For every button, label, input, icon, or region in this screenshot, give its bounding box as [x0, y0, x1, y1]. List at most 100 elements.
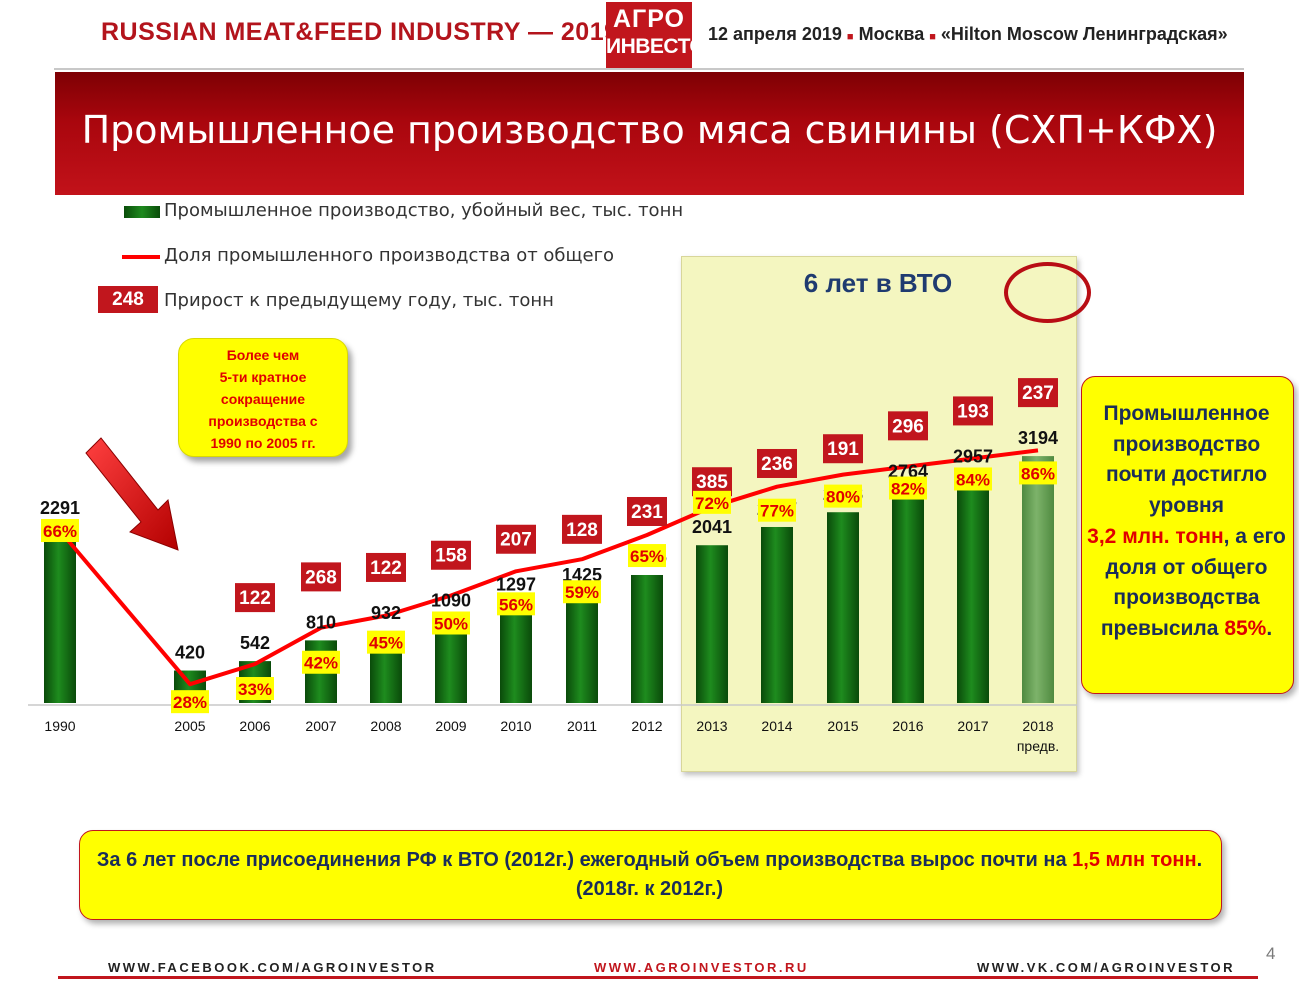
bar-2014 — [761, 526, 793, 703]
bars-group — [44, 456, 1054, 703]
increment-badge-label: 237 — [1022, 383, 1054, 404]
x-tick-label: 2018 — [1022, 718, 1053, 734]
share-label: 80% — [826, 488, 860, 507]
legend-bars-label: Промышленное производство, убойный вес, … — [164, 200, 684, 221]
legend-bar-swatch — [124, 206, 160, 218]
callout-summary-highlight1: 3,2 млн. тонн — [1087, 524, 1224, 548]
bar-value-label: 420 — [175, 643, 205, 663]
increment-badge-label: 122 — [370, 558, 402, 579]
share-label-bg — [824, 484, 862, 508]
legend-line-swatch — [122, 255, 160, 259]
share-label-bg — [563, 580, 601, 604]
wto-period-highlight — [681, 256, 1077, 772]
x-tick-label: 1990 — [44, 718, 75, 734]
share-label: 33% — [238, 680, 272, 699]
callout-summary-line2: , а его доля от общего производства прев… — [1100, 524, 1286, 640]
footer-site-link[interactable]: WWW.AGROINVESTOR.RU — [594, 960, 809, 975]
footer-facebook-link[interactable]: WWW.FACEBOOK.COM/AGROINVESTOR — [108, 960, 437, 975]
highlight-ellipse — [1004, 262, 1091, 323]
share-label-bg — [889, 476, 927, 500]
increment-badge — [431, 540, 471, 570]
increment-badge — [366, 552, 406, 582]
event-city: Москва — [858, 24, 925, 44]
increment-badge-label: 231 — [631, 502, 663, 523]
x-tick-label: 2015 — [827, 718, 858, 734]
bottom-summary-part2: . (2018г. к 2012г.) — [575, 849, 1203, 900]
share-label: 50% — [434, 615, 468, 634]
x-tick-label: 2009 — [435, 718, 466, 734]
logo-line2: ИНВЕСТОР — [606, 35, 719, 58]
increment-badge — [627, 496, 667, 526]
callout-decline-box — [178, 338, 348, 457]
bar-value-label: 2041 — [692, 517, 732, 537]
bar-value-label: 2957 — [953, 446, 993, 466]
legend-badge-swatch: 248 — [98, 286, 158, 313]
share-label: 72% — [695, 494, 729, 513]
bar-value-label: 932 — [371, 603, 401, 623]
share-label: 65% — [630, 547, 664, 566]
share-label: 28% — [173, 693, 207, 712]
bar-2018 — [1022, 456, 1054, 703]
share-label: 77% — [760, 502, 794, 521]
bar-value-label: 1090 — [431, 591, 471, 611]
legend-line-label: Доля промышленного производства от общег… — [164, 245, 615, 266]
share-label: 59% — [565, 583, 599, 602]
share-line — [58, 448, 1039, 687]
share-label: 84% — [956, 470, 990, 489]
bar-value-label: 810 — [306, 612, 336, 632]
increment-badge-label: 385 — [696, 472, 728, 493]
callout-summary-box — [1081, 376, 1294, 694]
agroinvestor-logo: АГРО ИНВЕСТОР — [606, 2, 719, 68]
increment-badge — [496, 524, 536, 554]
bar-value-label: 1297 — [496, 575, 536, 595]
callout-summary-text: Промышленное производство почти достигло… — [1081, 399, 1292, 645]
bottom-summary-text: За 6 лет после присоединения РФ к ВТО (2… — [79, 846, 1220, 904]
footer-vk-link[interactable]: WWW.VK.COM/AGROINVESTOR — [977, 960, 1236, 975]
bar-2013 — [696, 545, 728, 703]
increment-badge-label: 191 — [827, 439, 859, 460]
share-label-bg — [693, 490, 731, 514]
share-label-bg — [758, 498, 796, 522]
increment-badge — [562, 514, 602, 544]
increment-badge-label: 268 — [305, 567, 337, 588]
page-number: 4 — [1266, 944, 1276, 963]
increment-badge-label: 193 — [957, 401, 989, 422]
bottom-summary-box — [79, 830, 1222, 920]
share-label-bg — [954, 467, 992, 491]
x-tick-label: 2017 — [957, 718, 988, 734]
bar-value-label: 542 — [240, 633, 270, 653]
bar-2012 — [631, 574, 663, 703]
share-label-bg — [628, 544, 666, 568]
x-tick-sublabel: предв. — [1017, 738, 1059, 754]
bottom-summary-part1: За 6 лет после присоединения РФ к ВТО (2… — [96, 849, 1067, 871]
increment-badge — [1018, 378, 1058, 408]
share-label-bg — [367, 630, 405, 654]
x-tick-label: 2005 — [174, 718, 205, 734]
increment-badge — [757, 448, 797, 478]
wto-period-title: 6 лет в ВТО — [803, 268, 953, 298]
x-tick-label: 2011 — [567, 718, 597, 734]
event-date: 12 апреля 2019 — [708, 24, 842, 44]
x-tick-label: 2008 — [370, 718, 401, 734]
x-tick-label: 2012 — [631, 718, 662, 734]
bar-value-label: 3194 — [1018, 428, 1058, 448]
increment-badge — [823, 434, 863, 464]
share-label: 42% — [304, 654, 338, 673]
increment-badge-label: 296 — [892, 416, 924, 437]
increment-badge-label: 158 — [435, 546, 467, 567]
separator-square-icon: ■ — [929, 31, 936, 43]
share-label-bg — [236, 677, 274, 701]
share-label-bg — [497, 592, 535, 616]
logo-line1: АГРО — [612, 5, 686, 33]
bar-value-label: 2764 — [888, 461, 928, 481]
bar-2010 — [500, 602, 532, 703]
decline-arrow-icon — [85, 437, 179, 551]
x-tick-label: 2013 — [696, 718, 727, 734]
legend-badge-label: Прирост к предыдущему году, тыс. тонн — [164, 290, 554, 311]
share-label: 82% — [891, 480, 925, 499]
separator-square-icon: ■ — [846, 31, 854, 43]
bar-2017 — [957, 474, 989, 703]
event-title: RUSSIAN MEAT&FEED INDUSTRY — 2019 — [101, 18, 619, 46]
share-label: 66% — [43, 522, 77, 541]
